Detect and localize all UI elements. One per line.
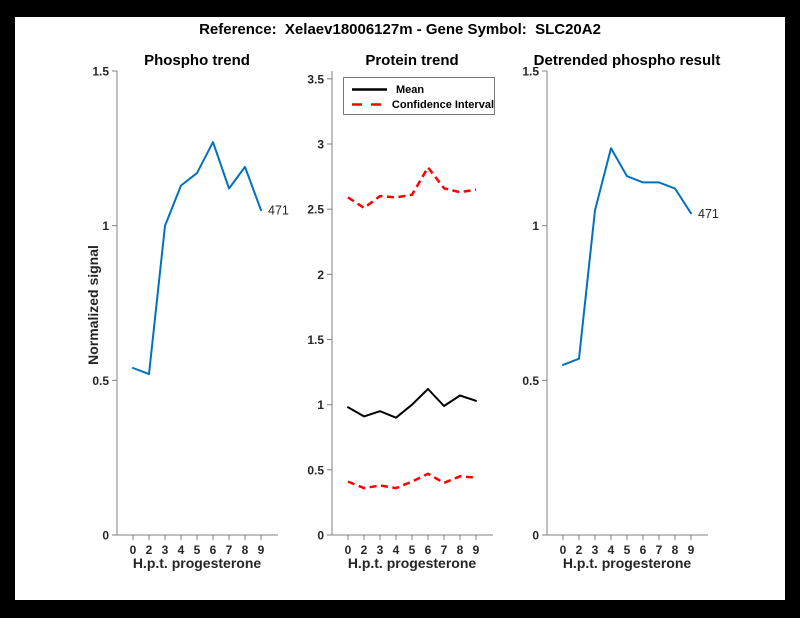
- svg-text:9: 9: [473, 543, 480, 557]
- svg-text:1.5: 1.5: [92, 65, 109, 79]
- svg-text:6: 6: [210, 543, 217, 557]
- svg-text:0: 0: [532, 529, 539, 543]
- svg-text:3.5: 3.5: [307, 72, 324, 86]
- svg-text:3: 3: [377, 543, 384, 557]
- legend-entry-confidence-interval: Confidence Interval: [352, 97, 494, 112]
- svg-text:2.5: 2.5: [307, 203, 324, 217]
- svg-text:1: 1: [532, 219, 539, 233]
- y-axis-label: Normalized signal: [85, 245, 101, 365]
- svg-text:4: 4: [178, 543, 185, 557]
- svg-text:7: 7: [441, 543, 448, 557]
- svg-text:0.5: 0.5: [307, 463, 324, 477]
- svg-text:8: 8: [457, 543, 464, 557]
- svg-text:1.5: 1.5: [522, 65, 539, 79]
- svg-text:1: 1: [102, 219, 109, 233]
- legend-mean-line-swatch: [352, 88, 387, 91]
- svg-text:7: 7: [656, 543, 663, 557]
- legend-ci-label: Confidence Interval: [391, 98, 494, 111]
- svg-text:5: 5: [194, 543, 201, 557]
- svg-text:4: 4: [608, 543, 615, 557]
- x-axis-label-phospho: H.p.t. progesterone: [132, 555, 262, 571]
- svg-text:0.5: 0.5: [92, 374, 109, 388]
- svg-text:0.5: 0.5: [522, 374, 539, 388]
- svg-text:2: 2: [576, 543, 583, 557]
- svg-text:2: 2: [146, 543, 153, 557]
- svg-text:0: 0: [345, 543, 352, 557]
- svg-text:6: 6: [640, 543, 647, 557]
- chart-title-detrended-phospho-result: Detrended phospho result: [533, 52, 721, 69]
- x-axis-label-detrended: H.p.t. progesterone: [562, 555, 692, 571]
- svg-text:2: 2: [361, 543, 368, 557]
- svg-text:2: 2: [317, 268, 324, 282]
- svg-text:1: 1: [317, 398, 324, 412]
- svg-text:0: 0: [102, 529, 109, 543]
- svg-text:0: 0: [560, 543, 567, 557]
- x-axis-label-protein: H.p.t. progesterone: [347, 555, 477, 571]
- svg-text:3: 3: [317, 137, 324, 151]
- svg-text:3: 3: [592, 543, 599, 557]
- legend-mean-label: Mean: [396, 83, 425, 96]
- legend-box: Mean Confidence Interval: [343, 77, 495, 115]
- svg-text:6: 6: [425, 543, 432, 557]
- svg-text:8: 8: [672, 543, 679, 557]
- chart-title-phospho-trend: Phospho trend: [144, 52, 250, 69]
- svg-text:7: 7: [226, 543, 233, 557]
- svg-text:8: 8: [242, 543, 249, 557]
- svg-text:471: 471: [268, 204, 289, 218]
- svg-text:5: 5: [624, 543, 631, 557]
- chart-title-protein-trend: Protein trend: [365, 52, 459, 69]
- svg-text:9: 9: [688, 543, 695, 557]
- svg-text:471: 471: [698, 207, 719, 221]
- svg-text:0: 0: [130, 543, 137, 557]
- figure-canvas: Reference: Xelaev18006127m - Gene Symbol…: [15, 17, 785, 600]
- svg-text:4: 4: [393, 543, 400, 557]
- svg-text:3: 3: [162, 543, 169, 557]
- svg-text:1.5: 1.5: [307, 333, 324, 347]
- svg-text:0: 0: [317, 529, 324, 543]
- figure-title: Reference: Xelaev18006127m - Gene Symbol…: [199, 21, 601, 38]
- svg-text:5: 5: [409, 543, 416, 557]
- svg-text:9: 9: [258, 543, 265, 557]
- legend-entry-mean: Mean: [352, 82, 494, 97]
- legend-ci-line-swatch: [352, 103, 383, 106]
